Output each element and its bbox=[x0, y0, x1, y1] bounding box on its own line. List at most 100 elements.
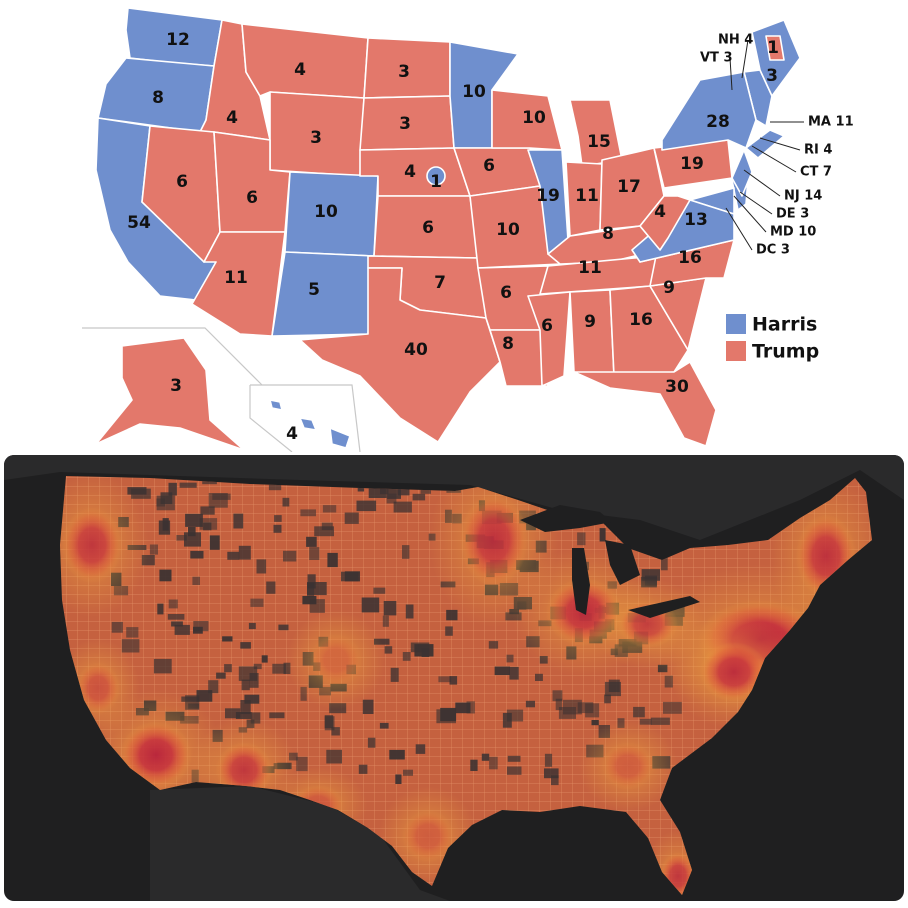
sparse-county bbox=[358, 764, 368, 774]
callout-nj: NJ 14 bbox=[784, 189, 822, 204]
state-fl bbox=[573, 361, 717, 447]
ev-label-wv: 4 bbox=[654, 202, 666, 222]
lake-michigan bbox=[572, 548, 590, 615]
ev-label-nm: 5 bbox=[308, 280, 320, 300]
small-state-fill-0 bbox=[731, 149, 753, 197]
sparse-county bbox=[440, 707, 457, 722]
sparse-county bbox=[176, 535, 187, 541]
state-wi bbox=[491, 89, 563, 151]
sparse-county bbox=[302, 596, 317, 605]
lake-superior bbox=[520, 505, 612, 532]
ev-label-nv: 6 bbox=[176, 172, 188, 192]
legend-swatch-harris bbox=[726, 314, 746, 334]
sparse-county bbox=[209, 535, 220, 550]
sparse-county bbox=[599, 528, 606, 542]
sparse-county bbox=[314, 526, 334, 537]
ev-label-me-2: 1 bbox=[767, 38, 779, 58]
sparse-county bbox=[179, 482, 197, 488]
sparse-county bbox=[507, 766, 522, 775]
sparse-county bbox=[326, 749, 342, 764]
callout-nh: NH 4 bbox=[718, 33, 753, 48]
small-state-fill-2 bbox=[745, 129, 785, 159]
sparse-county bbox=[208, 680, 219, 694]
sparse-county bbox=[398, 488, 410, 496]
sparse-county bbox=[250, 598, 264, 607]
ev-label-oh: 17 bbox=[617, 177, 641, 197]
sparse-county bbox=[660, 557, 668, 571]
lake-erie bbox=[628, 596, 700, 618]
sparse-county bbox=[171, 621, 183, 627]
callout-de: DE 3 bbox=[776, 207, 809, 222]
callout-line-dc bbox=[725, 207, 753, 251]
sparse-county bbox=[216, 672, 226, 679]
sparse-county bbox=[131, 488, 151, 499]
canada-landmass bbox=[4, 455, 904, 540]
sparse-county bbox=[168, 599, 178, 609]
ev-label-nc: 16 bbox=[678, 248, 702, 268]
sparse-county bbox=[390, 667, 399, 682]
sparse-county bbox=[633, 706, 645, 718]
sparse-county bbox=[383, 601, 397, 616]
sparse-county bbox=[157, 603, 164, 615]
sparse-county bbox=[663, 701, 682, 714]
ev-label-tx: 40 bbox=[404, 340, 428, 360]
sparse-county bbox=[344, 571, 360, 582]
sparse-county bbox=[387, 486, 401, 499]
lake-huron bbox=[605, 540, 640, 585]
sparse-county bbox=[535, 673, 543, 681]
sparse-county bbox=[455, 702, 471, 714]
sparse-county bbox=[502, 712, 512, 728]
state-ms bbox=[527, 291, 571, 387]
sparse-county bbox=[327, 552, 338, 568]
sparse-county bbox=[438, 676, 452, 683]
sparse-county bbox=[274, 515, 282, 522]
callout-line-nh bbox=[741, 39, 749, 79]
sparse-county bbox=[412, 493, 426, 501]
legend-label-harris: Harris bbox=[752, 314, 817, 336]
ev-label-ne: 4 bbox=[404, 162, 416, 182]
sparse-county bbox=[367, 737, 376, 748]
sparse-county bbox=[240, 700, 251, 715]
ev-label-id: 4 bbox=[226, 108, 238, 128]
callout-line-md bbox=[733, 195, 767, 233]
ev-label-ms: 6 bbox=[541, 316, 553, 336]
sparse-county bbox=[244, 694, 260, 704]
sparse-county bbox=[199, 518, 218, 530]
sparse-county bbox=[300, 509, 316, 517]
legend-label-trump: Trump bbox=[752, 341, 819, 363]
ev-label-pa: 19 bbox=[680, 154, 704, 174]
sparse-county bbox=[212, 493, 231, 500]
state-hi bbox=[269, 399, 351, 449]
sparse-county bbox=[403, 769, 413, 776]
ev-label-ak: 3 bbox=[170, 376, 182, 396]
sparse-county bbox=[224, 664, 232, 673]
hawaii-inset-frame-right bbox=[250, 384, 361, 452]
state-nm bbox=[271, 251, 375, 337]
legend: Harris Trump bbox=[726, 314, 819, 363]
ev-label-mi: 15 bbox=[587, 132, 611, 152]
ev-label-wy: 3 bbox=[310, 128, 322, 148]
sparse-county bbox=[296, 756, 308, 772]
sparse-county bbox=[639, 718, 652, 725]
sparse-county bbox=[283, 662, 291, 674]
heat-spot-atlanta bbox=[602, 742, 654, 790]
sparse-county bbox=[248, 622, 256, 630]
sparse-county bbox=[591, 720, 599, 726]
sparse-county bbox=[324, 716, 335, 731]
sparse-county bbox=[193, 621, 209, 632]
sparse-county bbox=[555, 698, 563, 711]
sparse-county bbox=[227, 551, 240, 560]
sparse-county bbox=[156, 495, 175, 511]
sparse-county bbox=[415, 744, 426, 754]
ev-label-ca: 54 bbox=[127, 213, 151, 233]
ev-label-sd: 3 bbox=[399, 114, 411, 134]
ev-label-me: 3 bbox=[766, 66, 778, 86]
sparse-county bbox=[283, 550, 297, 562]
ev-label-sc: 9 bbox=[663, 278, 675, 298]
heat-spot-seattle-portland bbox=[62, 507, 122, 583]
sparse-county bbox=[382, 615, 389, 627]
heat-spot-bay-area bbox=[76, 662, 120, 714]
callout-md: MD 10 bbox=[770, 225, 816, 240]
